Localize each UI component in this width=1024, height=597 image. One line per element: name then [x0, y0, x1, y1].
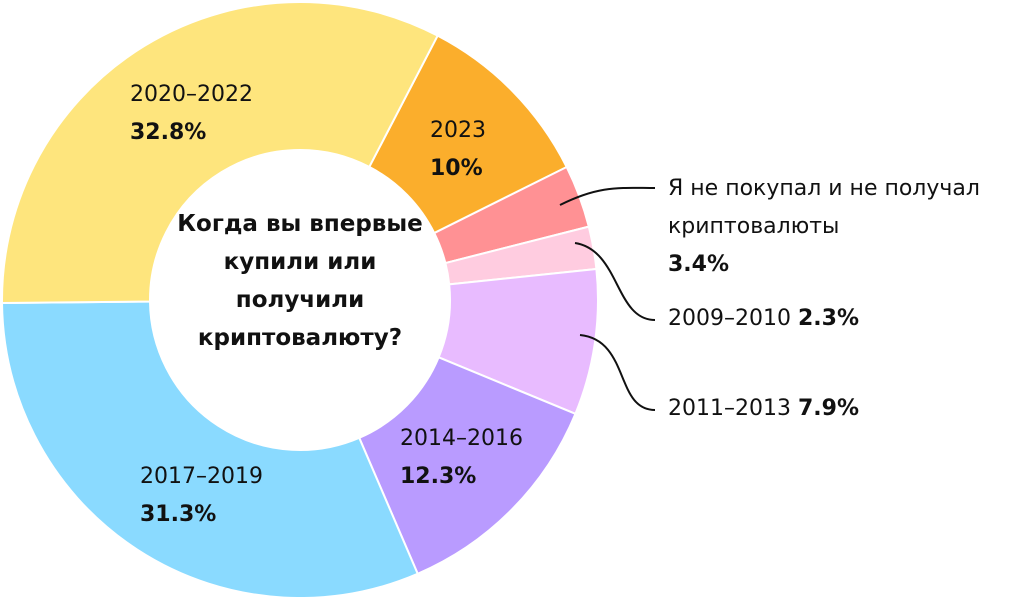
value-label: 12.3% [400, 464, 477, 489]
value-label: 32.8% [130, 120, 207, 145]
slice-label: 2017–2019 31.3% [140, 458, 263, 534]
value-label: 2.3% [797, 306, 859, 331]
slice-label: 2023 10% [430, 112, 486, 188]
value-label: 31.3% [140, 502, 217, 527]
chart-title: Когда вы впервые купили или получили кри… [177, 211, 423, 351]
category-label: 2020–2022 [130, 82, 253, 107]
category-label: 2009–2010 [668, 306, 791, 331]
category-label: 2023 [430, 118, 486, 143]
slice-label: 2009–2010 2.3% [668, 300, 859, 338]
value-label: 3.4% [668, 252, 730, 277]
slice-label: Я не покупал и не получал криптовалюты 3.… [668, 170, 998, 284]
donut-slice [1, 300, 419, 597]
value-label: 7.9% [797, 396, 859, 421]
donut-slice [1, 1, 439, 305]
leader-line [559, 186, 656, 206]
slice-label: 2014–2016 12.3% [400, 420, 523, 496]
category-label: Я не покупал и не получал криптовалюты [668, 176, 980, 239]
slice-label: 2011–2013 7.9% [668, 390, 859, 428]
category-label: 2017–2019 [140, 464, 263, 489]
slice-label: 2020–2022 32.8% [130, 76, 253, 152]
leader-line [574, 242, 656, 321]
leader-line [579, 334, 656, 411]
category-label: 2014–2016 [400, 426, 523, 451]
category-label: 2011–2013 [668, 396, 791, 421]
value-label: 10% [430, 156, 483, 181]
donut-slice [357, 355, 577, 576]
